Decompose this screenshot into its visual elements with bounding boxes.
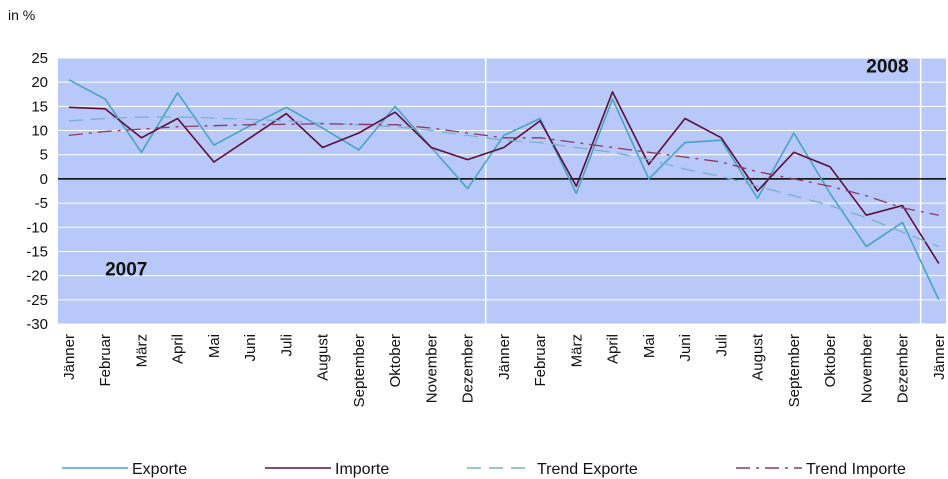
y-tick-label: -15 bbox=[26, 243, 48, 260]
y-axis-ticks: 25 20 15 10 5 0 -5 -10 -15 -20 -25 -30 bbox=[26, 50, 48, 333]
x-tick-label: Jänner bbox=[61, 334, 78, 380]
x-tick-label: April bbox=[170, 334, 187, 364]
x-tick-label: Februar bbox=[97, 334, 114, 387]
series-lines bbox=[68, 79, 940, 301]
y-tick-label: 25 bbox=[31, 50, 48, 67]
y-tick-label: 20 bbox=[31, 74, 48, 91]
year-label: 2007 bbox=[105, 260, 147, 281]
series-line bbox=[68, 91, 940, 264]
x-tick-label: März bbox=[133, 334, 150, 367]
x-tick-label: Jänner bbox=[496, 334, 513, 380]
x-tick-label: April bbox=[605, 334, 622, 364]
y-tick-label: 0 bbox=[40, 171, 48, 188]
x-tick-label: August bbox=[315, 333, 332, 381]
y-tick-label: -5 bbox=[35, 195, 48, 212]
legend-label: Exporte bbox=[132, 461, 187, 478]
year-label: 2008 bbox=[866, 57, 908, 78]
series-line bbox=[68, 123, 939, 216]
x-tick-label: Jänner bbox=[931, 334, 948, 380]
x-tick-label: Dezember bbox=[895, 334, 912, 403]
y-tick-label: 10 bbox=[31, 123, 48, 140]
x-tick-label: November bbox=[423, 334, 440, 403]
y-tick-label: -25 bbox=[26, 292, 48, 309]
x-tick-label: Juni bbox=[677, 334, 694, 362]
y-tick-label: 15 bbox=[31, 98, 48, 115]
legend-label: Trend Importe bbox=[806, 461, 906, 478]
x-tick-label: Juli bbox=[278, 334, 295, 357]
x-tick-label: März bbox=[568, 334, 585, 367]
series-line bbox=[68, 79, 940, 301]
y-tick-label: -20 bbox=[26, 268, 48, 285]
x-tick-label: September bbox=[351, 334, 368, 407]
x-tick-label: Mai bbox=[641, 334, 658, 358]
x-tick-label: Oktober bbox=[822, 334, 839, 387]
y-tick-label: -10 bbox=[26, 219, 48, 236]
legend-label: Importe bbox=[335, 461, 389, 478]
x-axis-ticks: Jänner Februar März April Mai Juni Juli August S… bbox=[61, 333, 948, 407]
x-tick-label: Februar bbox=[532, 334, 549, 387]
x-tick-label: August bbox=[750, 333, 767, 381]
legend: Exporte Importe Trend Exporte Trend Importe bbox=[62, 461, 906, 478]
x-tick-label: Juni bbox=[242, 334, 259, 362]
unit-label: in % bbox=[8, 7, 35, 23]
x-tick-label: Mai bbox=[206, 334, 223, 358]
x-tick-label: Juli bbox=[713, 334, 730, 357]
gridlines bbox=[58, 57, 946, 325]
y-tick-label: 5 bbox=[40, 147, 48, 164]
series-line bbox=[68, 116, 940, 248]
plot-area bbox=[58, 58, 946, 324]
x-tick-label: September bbox=[786, 334, 803, 407]
legend-label: Trend Exporte bbox=[537, 461, 638, 478]
x-tick-label: November bbox=[858, 334, 875, 403]
year-dividers bbox=[484, 58, 922, 324]
x-tick-label: Dezember bbox=[460, 334, 477, 403]
x-tick-label: Oktober bbox=[387, 334, 404, 387]
y-tick-label: -30 bbox=[26, 316, 48, 333]
year-labels: 2007 2008 bbox=[105, 57, 908, 281]
